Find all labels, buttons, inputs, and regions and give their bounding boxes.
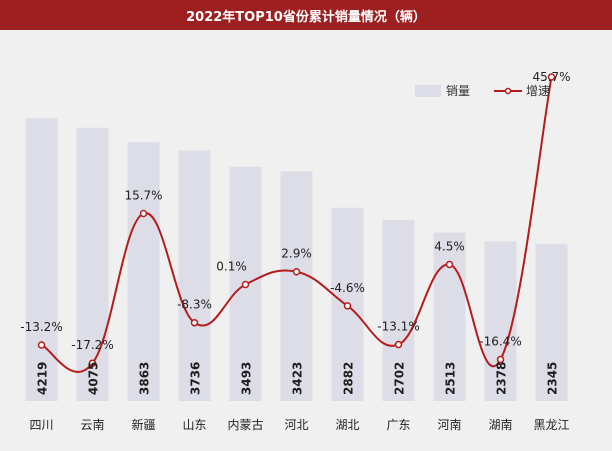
bar-value-label-6: 2882 [342, 362, 356, 395]
growth-point-9 [496, 355, 505, 364]
growth-point-1 [88, 359, 97, 367]
labels-layer: 4219 四川 4075 云南 3863 新疆 3736 山东 3493 内蒙古 3423 河北 288… [20, 70, 570, 432]
legend-bar-label: 销量 [446, 84, 470, 98]
category-label-8: 河南 [437, 417, 461, 432]
growth-point-3 [190, 318, 199, 327]
growth-label-4: 0.1% [216, 259, 247, 273]
line-layer [37, 73, 556, 373]
category-label-9: 湖南 [488, 417, 512, 432]
growth-label-8: 4.5% [434, 239, 465, 253]
bar-3 [178, 150, 211, 401]
growth-label-0: -13.2% [20, 320, 62, 334]
growth-point-6 [343, 302, 352, 310]
bar-2 [127, 142, 160, 401]
growth-line [40, 76, 553, 373]
bar-9 [484, 241, 517, 401]
growth-label-9: -16.4% [479, 335, 521, 349]
category-label-6: 湖北 [335, 417, 359, 432]
bar-value-label-0: 4219 [36, 362, 50, 395]
bar-1 [76, 127, 109, 402]
growth-label-7: -13.1% [377, 320, 419, 334]
bar-value-label-8: 2513 [444, 362, 458, 395]
growth-label-1: -17.2% [71, 338, 113, 352]
growth-label-10: 45.7% [532, 70, 570, 84]
bar-8 [433, 232, 466, 401]
growth-point-0 [37, 341, 46, 349]
category-label-5: 河北 [284, 418, 308, 432]
growth-point-10 [547, 73, 556, 81]
growth-label-3: -8.3% [177, 298, 212, 312]
legend: 销量 增速 [415, 84, 550, 98]
category-label-4: 内蒙古 [227, 417, 263, 432]
bar-value-label-9: 2378 [495, 362, 509, 395]
bar-7 [382, 219, 415, 401]
chart-title: 2022年TOP10省份累计销量情况（辆） [186, 9, 426, 25]
category-label-7: 广东 [386, 418, 410, 432]
bar-value-label-7: 2702 [393, 362, 407, 395]
legend-bar-swatch [415, 85, 441, 97]
bar-value-label-3: 3736 [189, 362, 203, 395]
growth-label-6: -4.6% [330, 281, 365, 295]
growth-point-8 [445, 260, 454, 269]
category-label-10: 黑龙江 [533, 418, 569, 432]
bar-0 [25, 118, 58, 401]
growth-label-5: 2.9% [281, 247, 312, 261]
category-label-2: 新疆 [131, 417, 155, 432]
legend-line-label: 增速 [526, 84, 550, 98]
growth-point-7 [394, 340, 403, 349]
category-label-3: 山东 [182, 418, 206, 432]
bar-value-label-4: 3493 [240, 362, 254, 395]
chart-area: 4219 四川 4075 云南 3863 新疆 3736 山东 3493 内蒙古 3423 河北 288… [20, 70, 570, 432]
bar-5 [280, 171, 313, 401]
bar-value-label-10: 2345 [546, 362, 560, 395]
growth-point-2 [139, 209, 148, 218]
legend-line-marker [504, 87, 512, 95]
bar-10 [535, 243, 568, 401]
growth-point-5 [292, 267, 301, 276]
bar-value-label-5: 3423 [291, 362, 305, 395]
bar-value-label-2: 3863 [138, 362, 152, 395]
chart-title-bar: 2022年TOP10省份累计销量情况（辆） [0, 0, 612, 30]
bar-value-label-1: 4075 [87, 362, 101, 395]
growth-point-4 [241, 280, 250, 289]
category-label-0: 四川 [29, 418, 53, 432]
growth-label-2: 15.7% [124, 189, 162, 203]
category-label-1: 云南 [80, 417, 104, 432]
